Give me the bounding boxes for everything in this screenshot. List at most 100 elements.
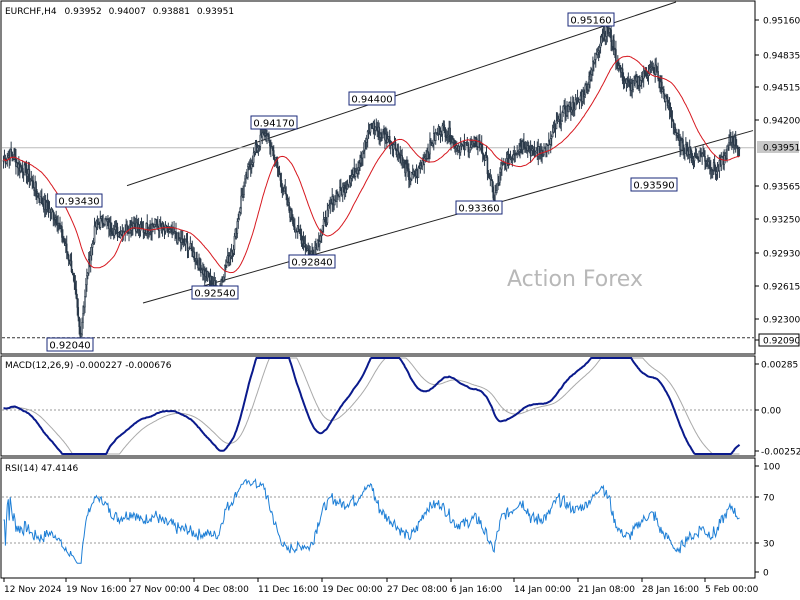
- candle-body: [207, 271, 210, 278]
- candle-body: [482, 154, 485, 159]
- rsi-line: [3, 478, 740, 564]
- candle-body: [560, 120, 563, 125]
- candle-body: [294, 226, 296, 233]
- candle-body: [101, 215, 103, 224]
- candle-body: [559, 113, 562, 125]
- candle-body: [67, 254, 70, 261]
- candle-body: [584, 84, 587, 96]
- panel-frames: [0, 0, 756, 579]
- candle-body: [85, 284, 87, 297]
- annotation-label: 0.94400: [351, 95, 392, 106]
- price-tick-label: 0.92300: [763, 316, 800, 326]
- candle-body: [196, 258, 198, 263]
- candle-body: [28, 169, 31, 182]
- candle-body: [322, 219, 325, 226]
- candle-body: [587, 84, 589, 91]
- candle-body: [154, 224, 156, 228]
- candle-body: [63, 238, 65, 243]
- price-tick-label: 0.94515: [763, 84, 800, 94]
- candle-body: [362, 151, 364, 159]
- candle-body: [280, 180, 283, 188]
- candle-body: [663, 88, 665, 95]
- candle-body: [72, 272, 75, 276]
- candle-body: [469, 147, 472, 151]
- annotation-label: 0.93430: [58, 197, 99, 208]
- candle-body: [408, 168, 410, 180]
- candle-body: [93, 225, 96, 243]
- candle-body: [162, 223, 165, 228]
- candle-body: [55, 217, 57, 224]
- candle-body: [116, 226, 119, 237]
- time-tick-label: 19 Nov 16:00: [66, 585, 127, 595]
- time-tick-label: 28 Jan 16:00: [642, 585, 699, 595]
- candle-body: [386, 138, 389, 143]
- candle-body: [304, 243, 307, 249]
- candle-body: [441, 125, 444, 135]
- annotation-label: 0.93360: [458, 204, 499, 215]
- candle-body: [193, 251, 195, 260]
- candle-body: [35, 182, 37, 192]
- price-annotation: 0.94400: [348, 91, 396, 106]
- candle-body: [238, 212, 241, 220]
- candle-body: [350, 175, 353, 179]
- candle-body: [91, 243, 94, 248]
- candle-body: [243, 185, 245, 195]
- time-tick-label: 27 Nov 00:00: [130, 585, 191, 595]
- candle-body: [140, 224, 143, 229]
- candle-body: [339, 186, 341, 197]
- price-tick-label: 0.92090: [763, 337, 800, 347]
- candle-body: [119, 233, 122, 238]
- candle-body: [182, 238, 185, 244]
- candle-body: [11, 151, 13, 157]
- candle-body: [610, 29, 612, 42]
- candle-body: [562, 106, 564, 113]
- candle-body: [146, 223, 149, 233]
- candle-body: [573, 108, 576, 111]
- candle-body: [417, 167, 420, 178]
- candle-body: [110, 231, 113, 235]
- candle-body: [672, 120, 675, 128]
- price-annotation: 0.92040: [46, 337, 94, 352]
- candle-body: [81, 321, 83, 335]
- candle-body: [52, 211, 55, 220]
- candle-body: [186, 241, 189, 251]
- candle-body: [444, 127, 447, 138]
- candle-body: [299, 233, 302, 237]
- candle-body: [79, 326, 81, 337]
- candle-body: [594, 52, 597, 60]
- candle-body: [199, 257, 201, 266]
- candle-body: [225, 261, 228, 267]
- macd-line: [3, 357, 741, 455]
- candle-body: [572, 101, 575, 110]
- candle-body: [568, 106, 570, 113]
- candle-body: [699, 150, 702, 155]
- candle-body: [46, 202, 49, 209]
- candle-body: [178, 232, 180, 240]
- candle-body: [256, 147, 259, 151]
- candle-body: [236, 221, 239, 234]
- rsi-tick-label: 30: [763, 540, 775, 550]
- candle-body: [142, 228, 145, 233]
- candle-body: [599, 42, 602, 48]
- candle-body: [494, 192, 496, 202]
- rsi-indicator: [2, 478, 754, 564]
- candle-body: [430, 139, 432, 144]
- price-annotation: 0.93360: [455, 200, 503, 215]
- rsi-panel-label: RSI(14) 47.4146: [5, 464, 78, 474]
- candle-body: [643, 70, 646, 74]
- candle-body: [233, 236, 236, 250]
- candle-body: [291, 210, 293, 221]
- rsi-tick-label: 0: [763, 569, 769, 579]
- candle-body: [366, 131, 369, 140]
- annotation-label: 0.93590: [633, 181, 674, 192]
- candle-body: [574, 99, 577, 110]
- macd-tick-label: 0.00285: [761, 361, 798, 371]
- candle-body: [406, 163, 408, 169]
- candle-body: [113, 229, 116, 236]
- candle-body: [709, 161, 711, 169]
- candle-body: [247, 166, 249, 178]
- trend-channel: [126, 1, 754, 304]
- candle-body: [470, 144, 472, 148]
- candle-body: [259, 134, 262, 147]
